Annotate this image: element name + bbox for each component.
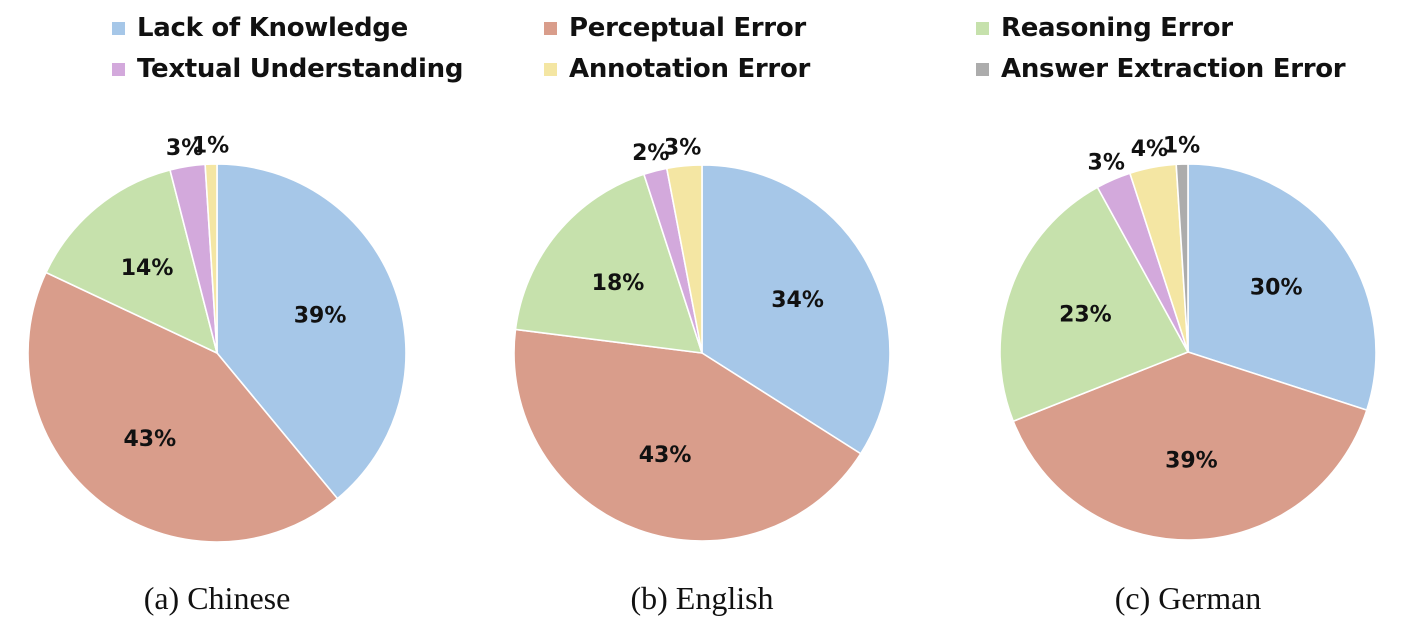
data-label-lack-of-knowledge: 30%	[1250, 275, 1303, 300]
data-label-perceptual-error: 39%	[1165, 449, 1218, 474]
data-label-annotation-error: 1%	[192, 134, 229, 159]
chart-caption: (c) German	[1115, 580, 1262, 616]
pie-slice-perceptual-error	[1012, 351, 1368, 541]
data-label-reasoning-error: 23%	[1059, 303, 1112, 328]
pie-slice-reasoning-error	[999, 186, 1190, 423]
legend-label: Answer Extraction Error	[1001, 54, 1346, 84]
pie-slice-annotation-error	[204, 163, 218, 354]
legend-item-perceptual-error: Perceptual Error	[544, 8, 806, 48]
data-label-textual-understanding: 3%	[166, 136, 203, 161]
pie-slice-lack-of-knowledge	[1187, 163, 1377, 412]
data-label-annotation-error: 3%	[664, 135, 701, 160]
pie-chart-chinese: 39% 43% 14% 3%1% (a) Chinese	[27, 134, 407, 616]
pie-slice-perceptual-error	[27, 271, 339, 543]
legend-swatch	[544, 62, 557, 76]
legend-swatch	[544, 21, 557, 35]
legend-swatch	[112, 62, 125, 76]
legend-item-lack-of-knowledge: Lack of Knowledge	[112, 8, 408, 48]
legend-item-textual-understanding: Textual Understanding	[112, 49, 463, 89]
legend-item-annotation-error: Annotation Error	[544, 49, 810, 89]
legend: Lack of Knowledge Perceptual Error Reaso…	[0, 0, 1411, 100]
pie-slice-lack-of-knowledge	[216, 163, 407, 500]
data-label-reasoning-error: 18%	[592, 271, 645, 296]
data-label-perceptual-error: 43%	[123, 427, 176, 452]
legend-swatch	[976, 21, 989, 35]
legend-label: Textual Understanding	[137, 54, 464, 84]
legend-label: Reasoning Error	[1001, 13, 1233, 43]
legend-label: Annotation Error	[569, 54, 811, 84]
data-label-answer-extraction-error: 1%	[1163, 134, 1200, 159]
legend-label: Lack of Knowledge	[137, 13, 408, 43]
data-label-annotation-error: 4%	[1131, 137, 1168, 162]
pie-chart-german: 30% 39% 23% 3%4%1% (c) German	[999, 134, 1377, 616]
pie-slice-perceptual-error	[513, 328, 862, 542]
chart-caption: (b) English	[630, 580, 773, 616]
data-label-lack-of-knowledge: 39%	[294, 303, 347, 328]
data-label-lack-of-knowledge: 34%	[771, 288, 824, 313]
legend-swatch	[112, 21, 125, 35]
data-label-textual-understanding: 3%	[1088, 150, 1125, 175]
pie-slice-reasoning-error	[44, 168, 219, 355]
legend-swatch	[976, 62, 989, 76]
data-label-reasoning-error: 14%	[121, 256, 174, 281]
legend-item-answer-extraction-error: Answer Extraction Error	[976, 49, 1346, 89]
data-label-perceptual-error: 43%	[639, 443, 692, 468]
chart-caption: (a) Chinese	[144, 580, 291, 616]
legend-label: Perceptual Error	[569, 13, 806, 43]
pie-chart-english: 34% 43% 18% 2%3% (b) English	[513, 135, 891, 616]
legend-item-reasoning-error: Reasoning Error	[976, 8, 1233, 48]
pie-slice-annotation-error	[665, 164, 703, 354]
pie-slice-reasoning-error	[514, 173, 704, 354]
pie-slice-lack-of-knowledge	[701, 164, 891, 455]
data-label-textual-understanding: 2%	[632, 141, 669, 166]
pie-slice-answer-extraction-error	[1175, 163, 1189, 353]
